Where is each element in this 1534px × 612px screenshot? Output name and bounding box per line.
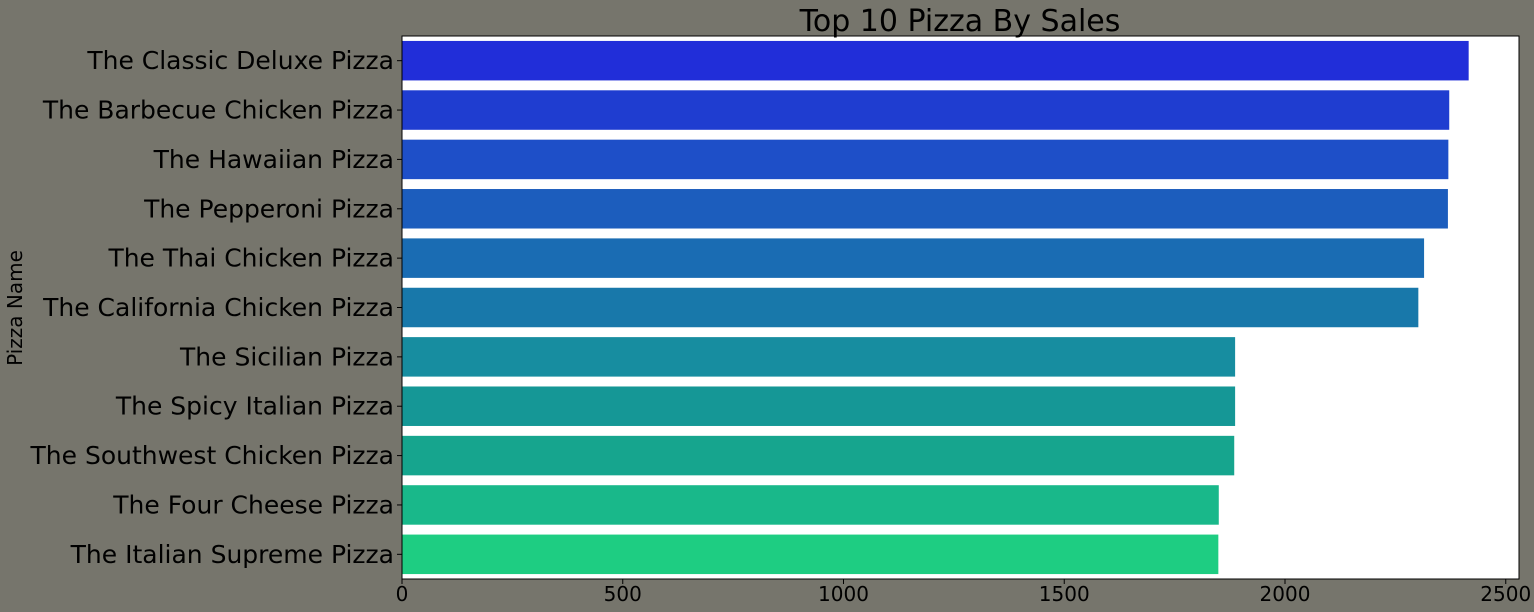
y-tick-label: The Sicilian Pizza xyxy=(179,342,394,371)
bar xyxy=(402,485,1219,525)
y-tick-label: The Southwest Chicken Pizza xyxy=(30,441,395,470)
bar xyxy=(402,238,1425,278)
chart-title: Top 10 Pizza By Sales xyxy=(799,4,1121,39)
x-tick-label: 2000 xyxy=(1260,582,1311,606)
x-tick-label: 0 xyxy=(396,582,409,606)
y-tick-labels: The Classic Deluxe Pizza The Barbecue Chi… xyxy=(30,46,402,569)
bar xyxy=(402,534,1219,575)
bars-group xyxy=(402,40,1469,575)
y-tick-label: The Barbecue Chicken Pizza xyxy=(42,96,394,125)
bar xyxy=(402,337,1236,377)
x-tick-labels: 0 500 1000 1500 2000 2500 xyxy=(396,579,1531,606)
bar xyxy=(402,435,1235,476)
y-axis-title: Pizza Name xyxy=(3,250,27,366)
x-tick-label: 1000 xyxy=(818,582,869,606)
bar xyxy=(402,386,1236,426)
y-tick-label: The Italian Supreme Pizza xyxy=(70,540,394,569)
x-tick-label: 1500 xyxy=(1039,582,1090,606)
y-tick-label: The Pepperoni Pizza xyxy=(143,194,394,223)
y-tick-label: The California Chicken Pizza xyxy=(42,293,394,322)
plot-frame xyxy=(401,35,1520,580)
bar xyxy=(402,40,1469,81)
y-tick-label: The Hawaiian Pizza xyxy=(153,145,394,174)
x-tick-label: 500 xyxy=(604,582,642,606)
y-tick-label: The Thai Chicken Pizza xyxy=(107,244,394,273)
y-tick-label: The Four Cheese Pizza xyxy=(112,490,394,519)
x-tick-label: 2500 xyxy=(1480,582,1531,606)
bar xyxy=(402,90,1450,130)
y-tick-label: The Spicy Italian Pizza xyxy=(115,392,394,421)
bar xyxy=(402,287,1419,328)
bar xyxy=(402,189,1448,229)
y-tick-label: The Classic Deluxe Pizza xyxy=(86,46,394,75)
bar xyxy=(402,139,1449,180)
